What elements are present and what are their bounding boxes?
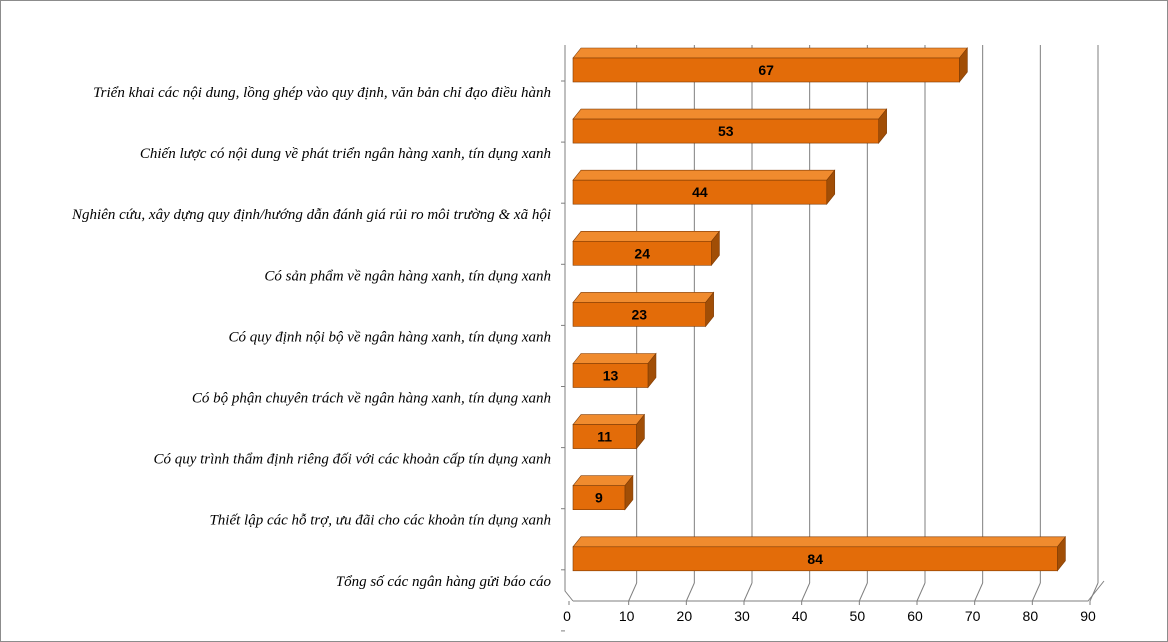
bar-front-face — [572, 424, 637, 449]
category-label-2: Nghiên cứu, xây dựng quy định/hướng dẫn … — [71, 207, 551, 223]
category-label-0: Triển khai các nội dung, lồng ghép vào q… — [93, 85, 551, 101]
floor-gridline-x-10 — [628, 582, 638, 602]
data-label-6: 11 — [597, 429, 612, 445]
left-wall-edge — [564, 45, 574, 602]
floor-gridline-x-70 — [974, 582, 984, 602]
data-label-2: 44 — [692, 184, 708, 200]
bar-front-face — [572, 302, 706, 327]
bar-front-face — [572, 57, 960, 83]
x-tick-label-60: 60 — [907, 608, 923, 624]
data-label-7: 9 — [595, 490, 603, 506]
bar-0: 67 — [572, 47, 968, 83]
bar-top-face — [572, 169, 836, 181]
floor-gridline-x-40 — [801, 582, 811, 602]
x-tick-label-40: 40 — [792, 608, 808, 624]
bar-3: 24 — [572, 230, 721, 267]
bar-top-face — [572, 231, 721, 242]
bar-top-face — [572, 353, 657, 364]
data-label-5: 13 — [603, 368, 619, 384]
floor-gridline-x-30 — [743, 582, 753, 602]
x-tick-label-50: 50 — [850, 608, 866, 624]
floor-gridline-x-60 — [916, 582, 926, 602]
category-label-6: Có quy trình thẩm định riêng đối với các… — [153, 452, 551, 468]
floor-gridline-x-80 — [1031, 582, 1041, 602]
bar-front-face — [572, 546, 1058, 572]
bar-4: 23 — [572, 291, 715, 328]
data-label-4: 23 — [632, 306, 648, 322]
category-label-3: Có sản phẩm về ngân hàng xanh, tín dụng … — [264, 268, 551, 284]
bar-front-face — [572, 179, 828, 205]
bar-2: 44 — [572, 169, 836, 206]
category-label-5: Có bộ phận chuyên trách về ngân hàng xan… — [192, 391, 551, 407]
x-tick-label-20: 20 — [677, 608, 693, 624]
bar-top-face — [572, 536, 1067, 548]
chart-walls — [564, 45, 1105, 602]
x-tick-label-10: 10 — [619, 608, 635, 624]
bar-top-face — [572, 292, 715, 303]
data-label-1: 53 — [718, 123, 734, 139]
gridlines — [561, 45, 1099, 632]
data-label-3: 24 — [634, 245, 650, 261]
bar-top-face — [572, 414, 646, 425]
floor-gridline-x-90 — [1089, 582, 1099, 602]
x-tick-label-0: 0 — [563, 608, 571, 624]
x-tick-label-90: 90 — [1080, 608, 1096, 624]
x-tick-label-30: 30 — [734, 608, 750, 624]
bar-top-face — [572, 108, 888, 120]
bar-top-face — [572, 47, 968, 59]
bar-front-face — [572, 485, 626, 511]
floor-edge — [573, 580, 1105, 602]
floor-gridline-x-50 — [858, 582, 868, 602]
x-axis-tick-labels: 0 10 20 30 40 50 60 70 80 90 — [563, 608, 1096, 624]
bar-top-face — [572, 475, 634, 487]
bar-front-face — [572, 118, 879, 144]
category-label-8: Tổng số các ngân hàng gửi báo cáo — [336, 574, 552, 590]
bar-front-face — [572, 363, 649, 388]
category-label-7: Thiết lập các hỗ trợ, ưu đãi cho các kho… — [209, 513, 551, 529]
data-label-0: 67 — [758, 62, 774, 78]
bars: 67 53 44 24 23 13 11 9 84 — [572, 47, 1067, 572]
x-tick-label-80: 80 — [1023, 608, 1039, 624]
bar-1: 53 — [572, 108, 888, 144]
bar-6: 11 — [572, 413, 646, 450]
floor-gridline-x-20 — [685, 582, 695, 602]
bar-8: 84 — [572, 535, 1067, 572]
bar-front-face — [572, 241, 712, 266]
x-tick-label-70: 70 — [965, 608, 981, 624]
bar-7: 9 — [572, 474, 634, 511]
category-label-4: Có quy định nội bộ về ngân hàng xanh, tí… — [229, 329, 551, 345]
category-labels: Triển khai các nội dung, lồng ghép vào q… — [71, 85, 551, 590]
bar-5: 13 — [572, 352, 657, 389]
category-label-1: Chiến lược có nội dung về phát triển ngâ… — [140, 146, 551, 162]
data-label-8: 84 — [807, 551, 823, 567]
